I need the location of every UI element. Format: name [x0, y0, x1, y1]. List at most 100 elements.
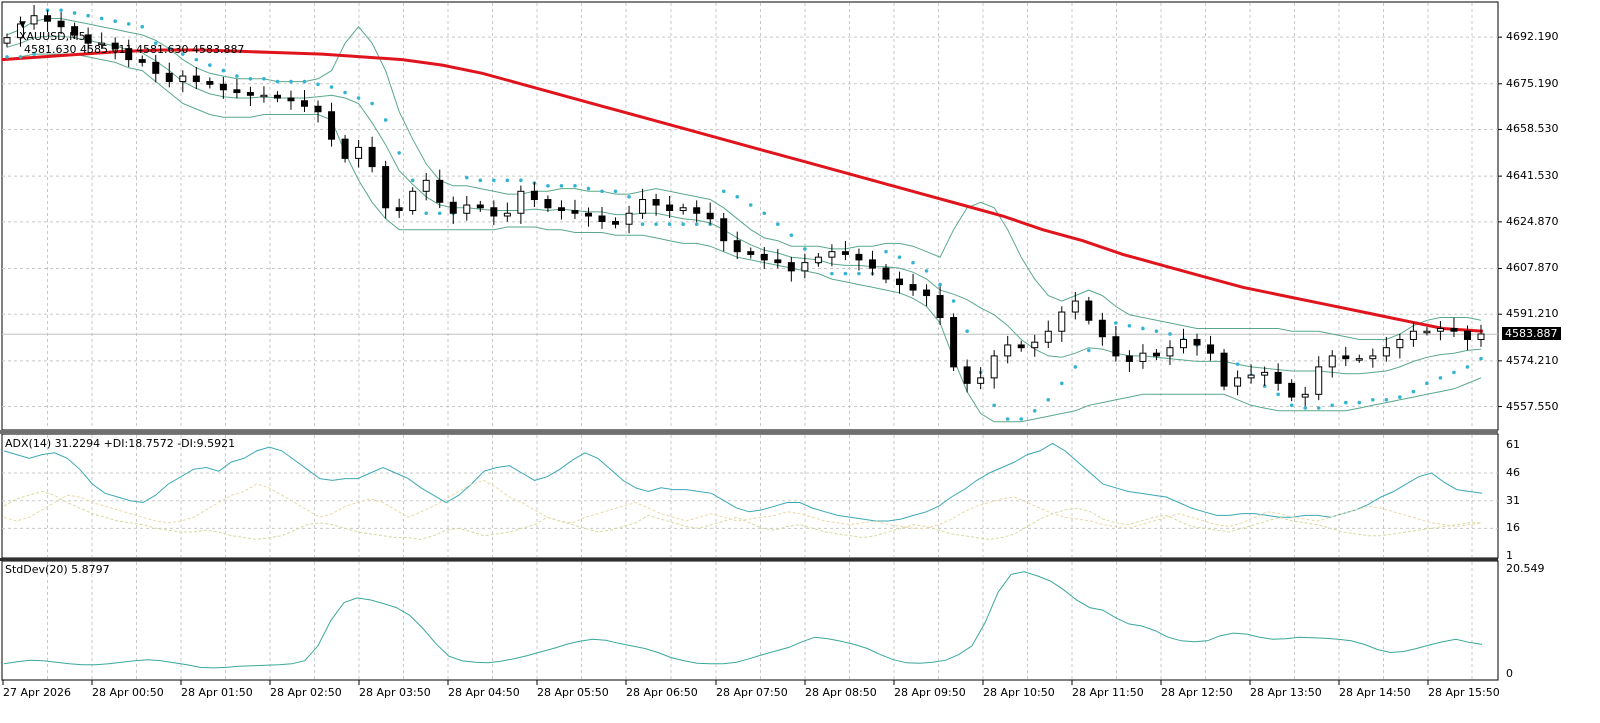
parabolic-sar-dot [1141, 326, 1145, 331]
candle-bear [1207, 344, 1215, 354]
parabolic-sar-dot [1479, 356, 1483, 361]
candle-bear [301, 100, 309, 107]
parabolic-sar-dot [1032, 408, 1037, 413]
parabolic-sar-dot [329, 85, 334, 89]
parabolic-sar-dot [208, 63, 212, 67]
parabolic-sar-dot [830, 271, 834, 276]
collapse-triangle-icon[interactable]: ▼ [19, 20, 26, 30]
parabolic-sar-dot [18, 55, 23, 59]
candle-bear [652, 199, 660, 206]
bollinger-upper-line [6, 18, 1482, 340]
adx-tick-label: 46 [1506, 466, 1520, 480]
parabolic-sar-dot [1371, 398, 1375, 402]
parabolic-sar-dot [640, 222, 645, 227]
adx-legend: ADX(14) 31.2294 +DI:18.7572 -DI:9.5921 [5, 437, 236, 450]
candle-bear [747, 251, 755, 255]
candle-bear [57, 20, 65, 28]
candle-bull [1004, 344, 1012, 357]
time-tick-label: 28 Apr 10:50 [983, 686, 1055, 699]
candle-bear [693, 207, 701, 214]
candle-bull [1071, 300, 1079, 313]
candle-bear [382, 166, 390, 209]
candle-bear [287, 97, 295, 102]
parabolic-sar-dot [1059, 381, 1064, 386]
parabolic-sar-dot [1438, 376, 1443, 380]
parabolic-sar-dot [519, 178, 523, 183]
candle-bear [571, 210, 579, 214]
parabolic-sar-dot [654, 222, 658, 227]
price-tick-label: 4641.530 [1506, 169, 1559, 183]
time-tick-label: 28 Apr 09:50 [894, 686, 966, 699]
time-tick-label: 28 Apr 05:50 [537, 686, 609, 699]
candle-bear [138, 59, 146, 63]
price-tick-label: 4624.870 [1506, 214, 1559, 228]
candle-bear [1085, 300, 1093, 321]
candle-bear [598, 215, 606, 222]
candle-bear [341, 138, 349, 159]
moving-average-line [1, 48, 1484, 333]
parabolic-sar-dot [343, 90, 347, 95]
candle-bear [1098, 319, 1106, 338]
parabolic-sar-dot [221, 68, 226, 73]
parabolic-sar-dot [789, 233, 794, 238]
candle-bear [476, 204, 484, 209]
parabolic-sar-dot [356, 96, 361, 100]
candle-bear [733, 240, 741, 253]
parabolic-sar-dot [735, 194, 740, 199]
ohlc-values: 4581.630 4585.611 4581.630 4583.887 [24, 43, 245, 56]
parabolic-sar-dot [424, 211, 429, 216]
parabolic-sar-dot [573, 184, 577, 188]
parabolic-sar-dot [437, 211, 442, 216]
candle-bear [787, 262, 795, 272]
parabolic-sar-dot [397, 151, 401, 155]
candle-bear [774, 259, 782, 264]
di-plus-line [3, 490, 1482, 540]
candle-bear [368, 146, 376, 168]
candle-bear [1193, 338, 1201, 346]
parabolic-sar-dot [586, 186, 591, 191]
stddev-legend: StdDev(20) 5.8797 [5, 563, 110, 576]
candle-bull [625, 212, 633, 225]
panel-separator[interactable] [0, 430, 1498, 434]
candle-bear [1288, 382, 1296, 398]
candle-bear [233, 89, 241, 94]
stddev-line [3, 571, 1483, 669]
adx-tick-label: 31 [1506, 493, 1520, 507]
parabolic-sar-dot [559, 184, 564, 188]
stddev-panel-frame [1, 560, 1499, 681]
candle-bear [219, 83, 227, 91]
parabolic-sar-dot [235, 74, 239, 78]
adx-tick-label: 1 [1506, 549, 1513, 562]
parabolic-sar-dot [1046, 398, 1051, 402]
parabolic-sar-dot [938, 282, 942, 287]
time-tick-label: 28 Apr 04:50 [448, 686, 520, 699]
di-minus-line [3, 479, 1483, 529]
parabolic-sar-dot [1073, 365, 1078, 369]
parabolic-sar-dot [776, 222, 780, 227]
parabolic-sar-dot [262, 77, 266, 81]
candle-bear [246, 92, 254, 96]
candle-bear [1220, 352, 1228, 387]
bollinger-middle-line [6, 35, 1482, 375]
candle-bear [71, 26, 79, 36]
candle-bear [273, 94, 281, 99]
time-tick-label: 28 Apr 15:50 [1428, 686, 1500, 699]
parabolic-sar-dot [857, 271, 861, 276]
parabolic-sar-dot [1384, 398, 1389, 402]
panel-separator[interactable] [0, 558, 1498, 561]
parabolic-sar-dot [1087, 348, 1091, 353]
candle-bull [801, 262, 809, 272]
price-tick-label: 4591.210 [1506, 307, 1559, 321]
candle-bull [1261, 371, 1269, 376]
parabolic-sar-dot [1343, 400, 1348, 405]
price-tick-label: 4557.550 [1506, 399, 1559, 413]
time-tick-label: 28 Apr 03:50 [359, 686, 431, 699]
candle-bear [841, 251, 849, 255]
candle-bull [179, 75, 187, 83]
parabolic-sar-dot [762, 211, 767, 216]
time-tick-label: 28 Apr 08:50 [805, 686, 877, 699]
candle-bear [530, 190, 538, 201]
candle-bear [314, 105, 322, 113]
